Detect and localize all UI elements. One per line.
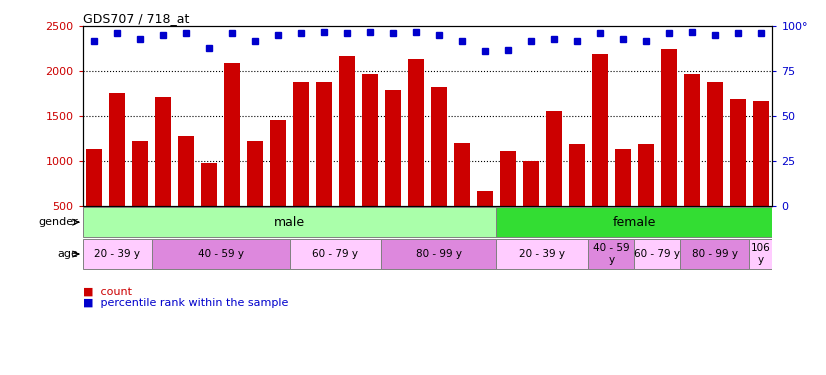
Bar	[634, 239, 681, 269]
Bar	[86, 148, 102, 206]
Bar	[431, 87, 447, 206]
Text: 40 - 59
y: 40 - 59 y	[593, 243, 629, 265]
Bar	[339, 56, 355, 206]
Bar	[500, 152, 516, 206]
Bar	[588, 239, 634, 269]
Bar	[523, 161, 539, 206]
Bar	[749, 239, 772, 269]
Bar	[707, 82, 723, 206]
Text: 60 - 79 y: 60 - 79 y	[312, 249, 358, 259]
Text: GDS707 / 718_at: GDS707 / 718_at	[83, 12, 189, 25]
Bar	[615, 148, 631, 206]
Bar	[385, 90, 401, 206]
Bar	[408, 58, 424, 206]
Bar	[132, 141, 148, 206]
Text: 40 - 59 y: 40 - 59 y	[197, 249, 244, 259]
Bar	[477, 191, 493, 206]
Bar	[178, 136, 194, 206]
Text: ■  count: ■ count	[83, 287, 131, 297]
Bar	[290, 239, 382, 269]
Text: 80 - 99 y: 80 - 99 y	[416, 249, 462, 259]
Text: female: female	[613, 216, 656, 229]
Bar	[454, 143, 470, 206]
Text: 60 - 79 y: 60 - 79 y	[634, 249, 681, 259]
Bar	[661, 49, 676, 206]
Text: gender: gender	[39, 217, 78, 227]
Bar	[201, 163, 217, 206]
Bar	[638, 144, 654, 206]
Bar	[109, 93, 125, 206]
Bar	[546, 111, 562, 206]
Bar	[316, 82, 332, 206]
Bar	[496, 239, 588, 269]
Text: ■  percentile rank within the sample: ■ percentile rank within the sample	[83, 298, 288, 308]
Bar	[684, 74, 700, 206]
Bar	[752, 101, 769, 206]
Bar	[152, 239, 290, 269]
Bar	[224, 63, 240, 206]
Text: 20 - 39 y: 20 - 39 y	[94, 249, 140, 259]
Bar	[247, 141, 263, 206]
Text: 20 - 39 y: 20 - 39 y	[520, 249, 566, 259]
Bar	[293, 82, 309, 206]
Bar	[83, 207, 496, 237]
Bar	[155, 98, 171, 206]
Text: age: age	[58, 249, 78, 259]
Bar	[681, 239, 749, 269]
Bar	[83, 239, 152, 269]
Bar	[362, 74, 378, 206]
Bar	[496, 207, 772, 237]
Bar	[270, 120, 286, 206]
Bar	[382, 239, 496, 269]
Text: male: male	[274, 216, 305, 229]
Text: 80 - 99 y: 80 - 99 y	[692, 249, 738, 259]
Bar	[730, 99, 746, 206]
Bar	[569, 144, 585, 206]
Text: 106
y: 106 y	[751, 243, 771, 265]
Bar	[592, 54, 608, 206]
